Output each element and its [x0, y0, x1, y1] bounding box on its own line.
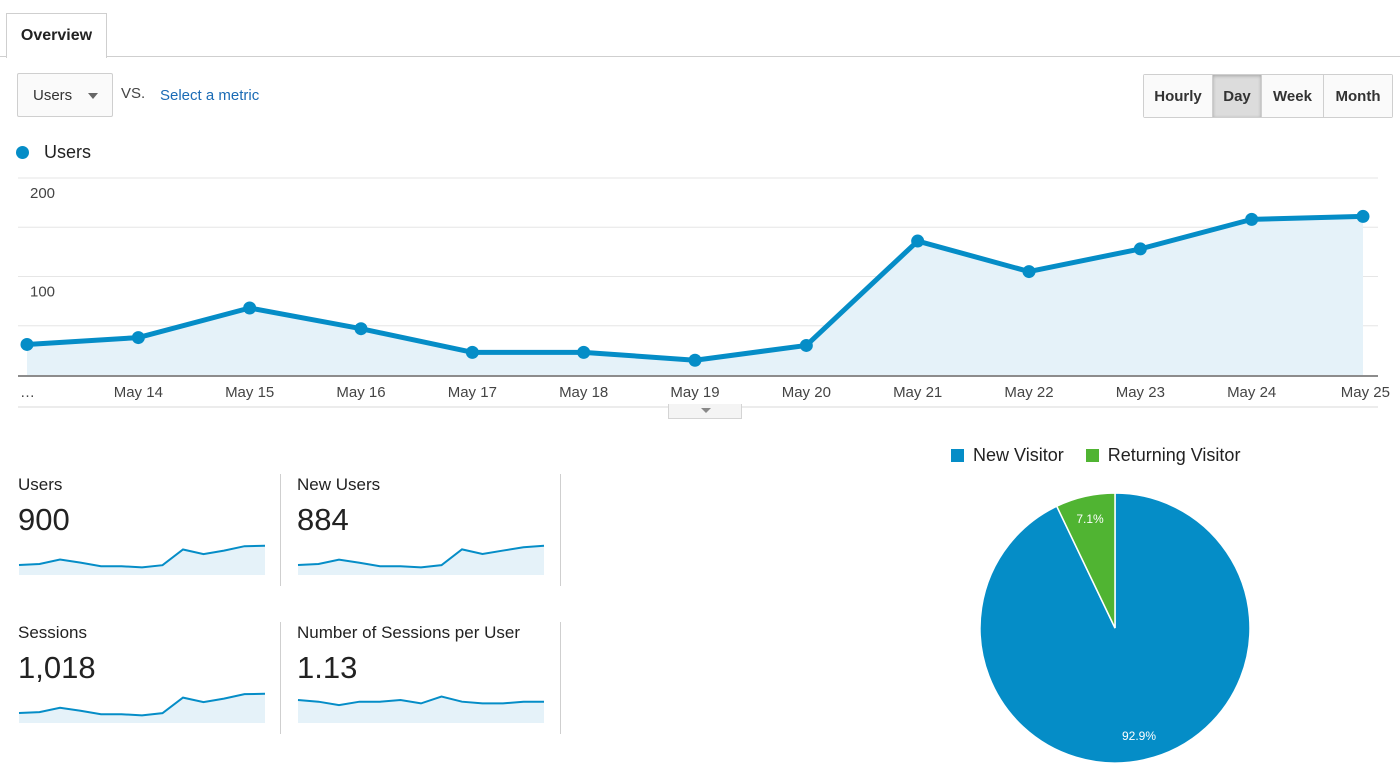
chevron-down-icon [701, 408, 711, 413]
y-tick-label: 200 [30, 185, 55, 202]
x-tick-label: May 16 [336, 384, 385, 401]
data-point[interactable] [688, 353, 702, 367]
scorecard-label: Sessions [18, 623, 87, 642]
tab-bar: Overview [0, 0, 1400, 58]
x-tick-label: May 17 [448, 384, 497, 401]
divider [560, 474, 561, 586]
scorecard-value: 900 [18, 502, 70, 537]
sparkline-area [298, 545, 544, 575]
divider [560, 622, 561, 734]
pie-legend-item-new-visitor[interactable]: New Visitor [951, 445, 1064, 466]
pie-slice-label: 92.9% [1122, 729, 1156, 743]
sparkline-area [19, 693, 265, 723]
data-point[interactable] [1133, 242, 1147, 256]
scorecard-sessions[interactable]: Sessions 1,018 [18, 623, 268, 724]
x-tick-label: May 21 [893, 384, 942, 401]
scorecard-value: 1.13 [297, 650, 358, 685]
legend-swatch-icon [951, 449, 964, 462]
sparkline-area [19, 545, 265, 575]
pie-legend-label: Returning Visitor [1107, 445, 1241, 465]
period-day-button[interactable]: Day [1213, 75, 1262, 117]
data-point[interactable] [131, 331, 145, 345]
scorecard-label: Number of Sessions per User [297, 623, 520, 642]
sparkline-line [297, 695, 544, 707]
data-point[interactable] [1356, 209, 1370, 223]
period-month-button[interactable]: Month [1324, 75, 1392, 117]
data-point[interactable] [577, 345, 591, 359]
y-tick-label: 100 [30, 284, 55, 301]
x-tick-label: May 18 [559, 384, 608, 401]
data-point[interactable] [243, 301, 257, 315]
x-tick-label: May 24 [1227, 384, 1276, 401]
sparkline-area [298, 696, 544, 723]
users-line-chart[interactable]: 200 100 … May 14 May 15 May 16 May 17 May 18 May… [0, 170, 1400, 410]
x-tick-label: May 22 [1004, 384, 1053, 401]
scorecard-new-users[interactable]: New Users 884 [297, 475, 547, 576]
series-area [27, 216, 1363, 375]
chevron-down-icon [88, 93, 98, 99]
pie-legend-label: New Visitor [973, 445, 1064, 465]
x-tick-label: May 25 [1341, 384, 1390, 401]
data-point[interactable] [911, 234, 925, 248]
data-point[interactable] [465, 345, 479, 359]
sparkline-line [18, 692, 266, 717]
sparkline-line [297, 544, 545, 569]
scorecard-label: New Users [297, 475, 381, 494]
scorecard-users[interactable]: Users 900 [18, 475, 268, 576]
vs-label: VS. [121, 85, 146, 102]
x-tick-label: … [20, 384, 35, 401]
pie-slice-label: 7.1% [1076, 512, 1104, 526]
x-tick-label: May 14 [114, 384, 163, 401]
visitor-pie-chart[interactable]: 92.9% 7.1% [975, 488, 1255, 768]
data-point[interactable] [354, 322, 368, 336]
chart-legend[interactable]: Users [16, 142, 91, 163]
period-hourly-button[interactable]: Hourly [1144, 75, 1213, 117]
tab-overview[interactable]: Overview [6, 13, 107, 58]
x-tick-label: May 20 [782, 384, 831, 401]
scorecard-value: 1,018 [18, 650, 96, 685]
legend-swatch-icon [1085, 449, 1099, 462]
scorecard-sessions-per-user[interactable]: Number of Sessions per User 1.13 [297, 623, 547, 724]
scorecard-value: 884 [297, 502, 349, 537]
divider [280, 474, 281, 586]
scorecard-sparkline [297, 695, 544, 723]
legend-label-users: Users [44, 142, 92, 162]
divider [280, 622, 281, 734]
period-toggle: Hourly Day Week Month [1143, 74, 1393, 118]
scorecard-sparkline [18, 692, 266, 723]
data-point[interactable] [20, 337, 34, 351]
data-point[interactable] [799, 338, 813, 352]
data-point[interactable] [1022, 265, 1036, 279]
pie-legend: New Visitor Returning Visitor [951, 445, 1262, 466]
scorecard-sparkline [18, 544, 266, 575]
scorecard-label: Users [18, 475, 63, 494]
x-tick-label: May 23 [1116, 384, 1165, 401]
scorecard-sparkline [297, 544, 545, 575]
metric-dropdown-value: Users [33, 86, 73, 104]
x-tick-label: May 19 [670, 384, 719, 401]
metric-dropdown[interactable]: Users [17, 73, 113, 117]
data-point[interactable] [1245, 212, 1259, 226]
sparkline-line [18, 544, 266, 569]
chart-collapse-handle[interactable] [668, 404, 742, 419]
select-metric-link[interactable]: Select a metric [160, 87, 260, 104]
legend-dot-icon [16, 146, 29, 159]
period-week-button[interactable]: Week [1262, 75, 1324, 117]
x-tick-label: May 15 [225, 384, 274, 401]
pie-legend-item-returning-visitor[interactable]: Returning Visitor [1085, 445, 1241, 466]
pie-slice[interactable] [1055, 492, 1116, 629]
